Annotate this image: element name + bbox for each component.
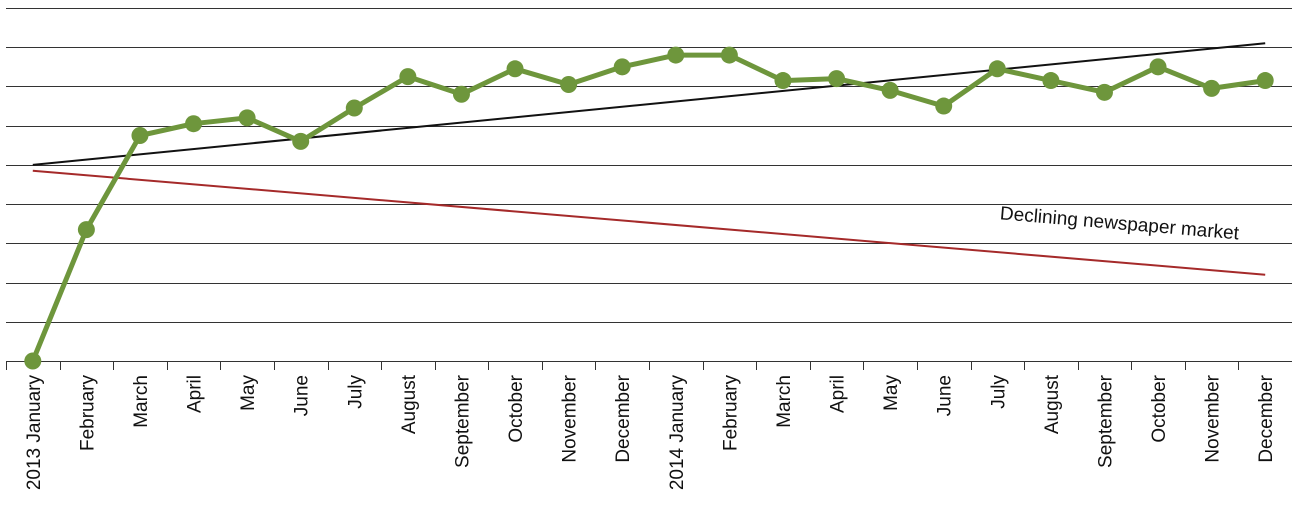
annotations: Declining newspaper market [999, 203, 1240, 244]
x-tick-label: March [774, 375, 795, 428]
data-point [292, 132, 310, 150]
x-tick-label: August [399, 374, 420, 434]
data-point [345, 99, 363, 117]
x-tick-label: November [1203, 374, 1224, 462]
x-tick-label: October [506, 374, 527, 442]
x-tick-label: February [77, 375, 98, 452]
data-point [399, 68, 417, 86]
x-tick-label: April [828, 375, 849, 413]
x-tick-label: November [560, 374, 581, 462]
x-tick-label: May [238, 375, 259, 411]
annotation-declining-market: Declining newspaper market [999, 203, 1240, 244]
x-tick-label: December [613, 374, 634, 462]
x-tick-label: April [185, 375, 206, 413]
x-tick-label: June [935, 375, 956, 416]
gridlines [6, 8, 1292, 323]
x-tick-label: July [345, 375, 366, 409]
x-axis [6, 361, 1292, 370]
x-tick-labels: 2013 January February March April May June Jul… [24, 374, 1277, 490]
data-point [1095, 83, 1113, 101]
x-tick-label: June [292, 375, 313, 416]
data-point [77, 221, 95, 239]
x-tick-label: 2014 January [667, 375, 688, 491]
data-point [131, 126, 149, 144]
data-point [1042, 72, 1060, 90]
x-tick-label: December [1256, 374, 1277, 462]
data-point [667, 46, 685, 64]
trendlines [32, 42, 1266, 276]
x-tick-label: August [1042, 374, 1063, 434]
x-tick-label: March [131, 375, 152, 428]
data-point [452, 85, 470, 103]
trendline-declining [32, 169, 1266, 276]
data-point [774, 72, 792, 90]
x-tick-label: May [881, 375, 902, 411]
data-point [1203, 79, 1221, 97]
series-line [30, 52, 1266, 362]
x-tick-label: February [720, 375, 741, 452]
trendline-rising [32, 42, 1266, 166]
data-point [238, 109, 256, 127]
x-tick-label: September [1095, 374, 1116, 468]
data-point [506, 60, 524, 78]
x-tick-label: October [1149, 374, 1170, 442]
data-point [1149, 58, 1167, 76]
x-tick-label: 2013 January [24, 375, 45, 491]
data-series [24, 46, 1274, 370]
data-point [935, 97, 953, 115]
data-point [24, 352, 42, 370]
data-point [1256, 72, 1274, 90]
data-point [560, 75, 578, 93]
x-tick-label: September [452, 374, 473, 468]
x-tick-label: July [988, 375, 1009, 409]
data-point [720, 46, 738, 64]
data-point [828, 70, 846, 88]
data-point [185, 115, 203, 133]
data-point [613, 58, 631, 76]
data-point [988, 60, 1006, 78]
data-point [881, 81, 899, 99]
